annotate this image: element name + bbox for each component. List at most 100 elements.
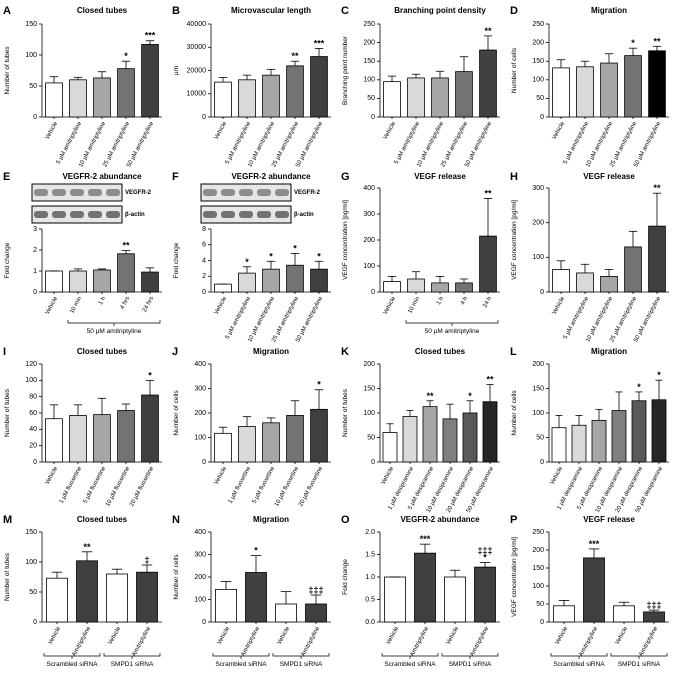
x-tick-label: 25 µM amitriptyline xyxy=(102,120,131,168)
chart-title: Branching point density xyxy=(394,6,486,15)
x-tick-label: 25 µM amitriptyline xyxy=(609,295,638,343)
bar xyxy=(275,603,297,623)
x-tick-label: Vehicle xyxy=(48,625,63,645)
y-tick-label: 0 xyxy=(33,459,37,466)
bar xyxy=(45,82,63,118)
bar xyxy=(310,268,328,293)
y-tick-label: 300 xyxy=(194,551,206,558)
blot-band xyxy=(257,189,271,196)
chart-title: VEGF release xyxy=(583,515,635,524)
x-tick-label: Vehicle xyxy=(45,120,60,140)
group-label: 50 µM amitriptyline xyxy=(425,328,480,335)
bar xyxy=(262,422,280,463)
y-tick-label: 0 xyxy=(371,459,375,466)
x-tick-label: Vehicle xyxy=(214,295,229,315)
group-bracket xyxy=(381,653,439,659)
x-tick-label: Vehicle xyxy=(381,465,396,485)
bar xyxy=(552,67,570,118)
x-tick-label: 24 h xyxy=(482,296,493,309)
blot-label: β-actin xyxy=(125,212,145,218)
group-bracket xyxy=(550,653,608,659)
y-tick-label: 50 xyxy=(367,95,375,102)
chart-title: Migration xyxy=(253,515,289,524)
bar xyxy=(262,74,280,118)
chart-title: VEGFR-2 abundance xyxy=(62,172,142,181)
bar xyxy=(141,44,159,118)
x-tick-label: Vehicle xyxy=(552,120,567,140)
y-tick-label: 40 xyxy=(29,426,37,433)
y-tick-label: 100 xyxy=(363,410,375,417)
chart-title: VEGF release xyxy=(583,172,635,181)
western-blot xyxy=(31,183,123,224)
significance-label: * xyxy=(637,382,641,392)
significance-label: * xyxy=(468,391,472,401)
y-tick-label: 2 xyxy=(33,247,37,254)
significance-label: * xyxy=(483,553,487,563)
y-tick-label: 60 xyxy=(29,410,37,417)
bar xyxy=(600,62,618,118)
bar xyxy=(455,282,473,293)
x-tick-label: 5 µM amitriptyline xyxy=(563,120,591,165)
y-tick-label: 50 xyxy=(536,95,544,102)
significance-label: ‡‡‡ xyxy=(477,546,492,556)
y-tick-label: 80 xyxy=(29,394,37,401)
significance-label: *** xyxy=(145,31,156,41)
y-tick-label: 0 xyxy=(540,619,544,626)
group-label: 50 µM amitriptyline xyxy=(87,328,142,335)
x-tick-label: Vehicle xyxy=(214,120,229,140)
x-tick-label: Vehicle xyxy=(383,295,398,315)
bar xyxy=(442,418,458,463)
bar xyxy=(444,576,466,623)
x-tick-label: 10 µM amitriptyline xyxy=(78,120,107,168)
bar xyxy=(591,419,607,463)
significance-label: * xyxy=(293,243,297,253)
blot-band xyxy=(203,211,217,218)
y-tick-label: 200 xyxy=(532,39,544,46)
y-tick-label: 10000 xyxy=(187,91,207,98)
y-axis-label: Number of cells xyxy=(173,554,180,600)
bar xyxy=(117,253,135,293)
x-tick-label: 20 µM fluoxetine xyxy=(129,465,155,507)
bar xyxy=(141,394,159,463)
bar xyxy=(45,418,63,463)
significance-label: ‡ xyxy=(144,555,149,565)
x-tick-label: Vehicle xyxy=(217,625,232,645)
significance-label: ‡‡‡ xyxy=(646,600,661,610)
y-tick-label: 0 xyxy=(33,114,37,121)
bar xyxy=(93,77,111,118)
blot-band xyxy=(52,189,66,196)
bar xyxy=(648,225,666,293)
x-tick-label: 50 µM amitriptyline xyxy=(295,295,324,343)
blot-band xyxy=(239,211,253,218)
bar xyxy=(262,268,280,293)
significance-label: ** xyxy=(653,183,661,193)
y-tick-label: 20 xyxy=(29,443,37,450)
panel-letter: L xyxy=(510,346,517,358)
y-tick-label: 120 xyxy=(25,361,37,368)
bar xyxy=(45,270,63,293)
y-tick-label: 300 xyxy=(194,385,206,392)
panel-letter: N xyxy=(172,514,180,526)
x-tick-label: 5 µM amitriptyline xyxy=(394,120,422,165)
significance-label: ** xyxy=(486,375,494,385)
y-tick-label: 0 xyxy=(540,289,544,296)
x-tick-label: 50 µM amitriptyline xyxy=(633,120,662,168)
y-tick-label: 20000 xyxy=(187,67,207,74)
x-tick-label: Amitriptyline xyxy=(639,625,660,657)
group-bracket xyxy=(43,653,101,659)
bar xyxy=(93,414,111,463)
x-tick-label: 10 µM fluoxetine xyxy=(274,465,300,507)
x-tick-label: 1 h xyxy=(98,296,107,306)
y-tick-label: 100 xyxy=(194,596,206,603)
panel-letter: J xyxy=(172,346,178,358)
significance-label: *** xyxy=(314,38,325,48)
significance-label: * xyxy=(269,251,273,261)
x-tick-label: 5 µM amitriptyline xyxy=(563,295,591,340)
bar xyxy=(631,400,647,463)
x-tick-label: 5 µM fluoxetine xyxy=(252,465,277,504)
y-tick-label: 50 xyxy=(29,589,37,596)
y-tick-label: 0 xyxy=(540,114,544,121)
y-tick-label: 0 xyxy=(202,459,206,466)
x-tick-label: Vehicle xyxy=(552,295,567,315)
y-tick-label: 100 xyxy=(363,263,375,270)
